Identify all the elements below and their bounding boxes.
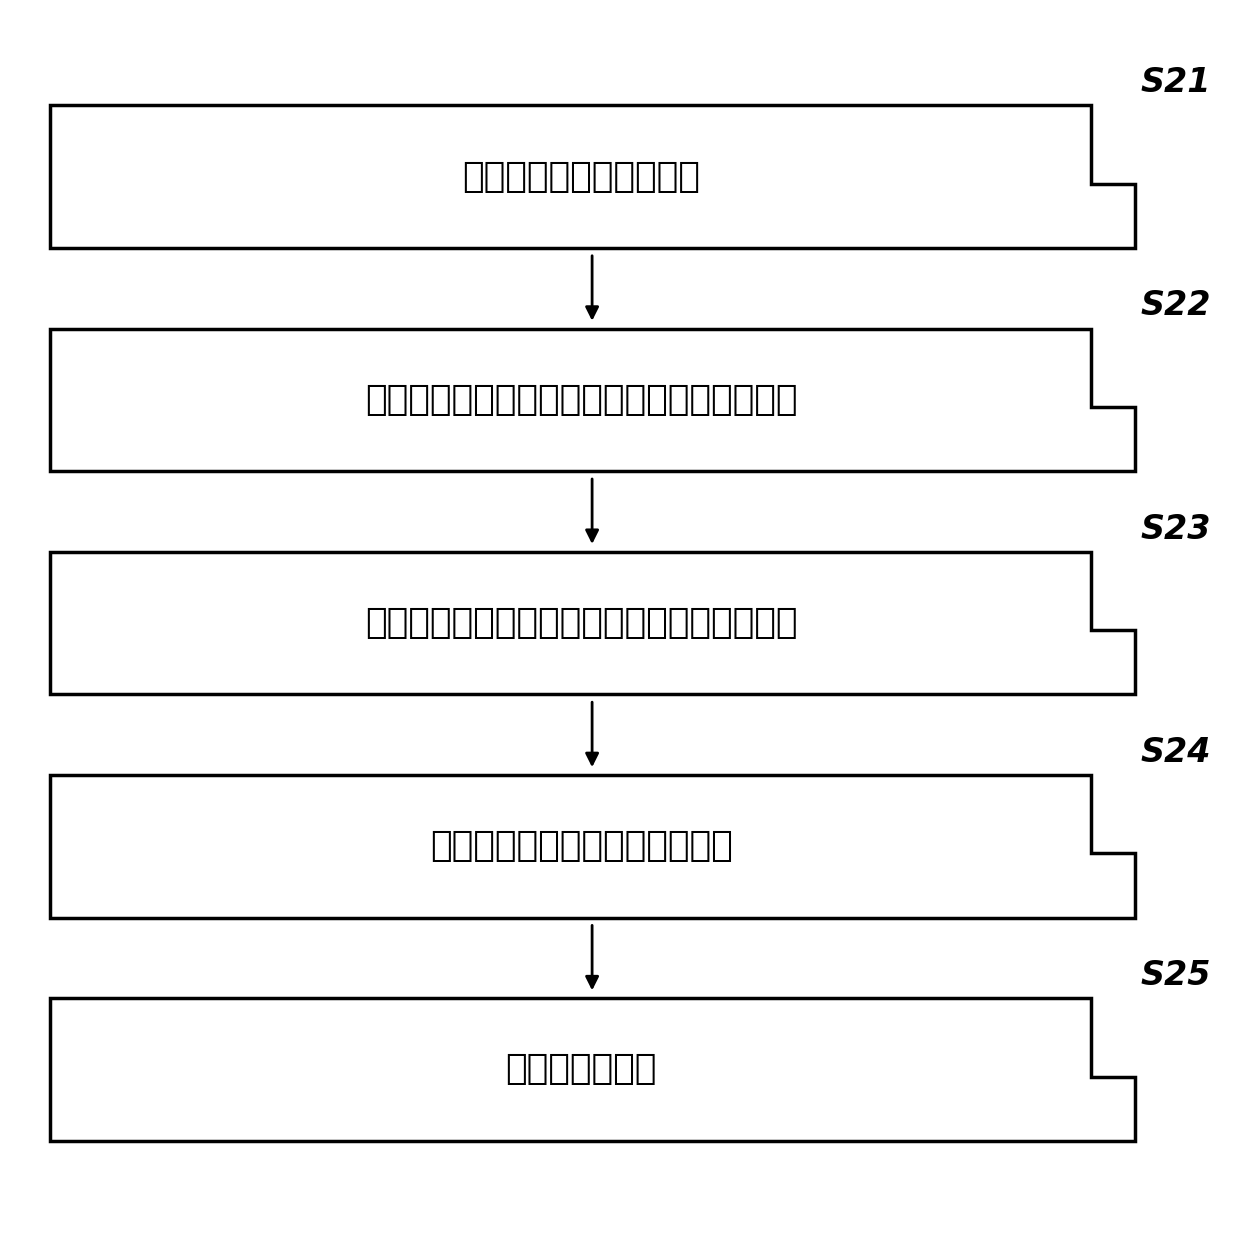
Polygon shape — [50, 329, 1135, 471]
Polygon shape — [50, 105, 1135, 248]
Polygon shape — [50, 998, 1135, 1141]
Text: 组装该上盖板与该下盖板，形成出一容置空间: 组装该上盖板与该下盖板，形成出一容置空间 — [365, 606, 797, 640]
Text: 提供一上盖板与一下盖板: 提供一上盖板与一下盖板 — [463, 160, 701, 193]
Polygon shape — [50, 775, 1135, 918]
Polygon shape — [50, 552, 1135, 694]
Text: S22: S22 — [1141, 289, 1211, 322]
Text: S21: S21 — [1141, 66, 1211, 99]
Text: S23: S23 — [1141, 512, 1211, 546]
Text: 以冷燔射噴覆程序形成一毛细结构于该下盖板: 以冷燔射噴覆程序形成一毛细结构于该下盖板 — [365, 383, 797, 417]
Text: S24: S24 — [1141, 735, 1211, 769]
Text: 密封该容置空间: 密封该容置空间 — [506, 1053, 657, 1086]
Text: S25: S25 — [1141, 959, 1211, 992]
Text: 于该容置空间中填充一工作流体: 于该容置空间中填充一工作流体 — [430, 830, 733, 863]
